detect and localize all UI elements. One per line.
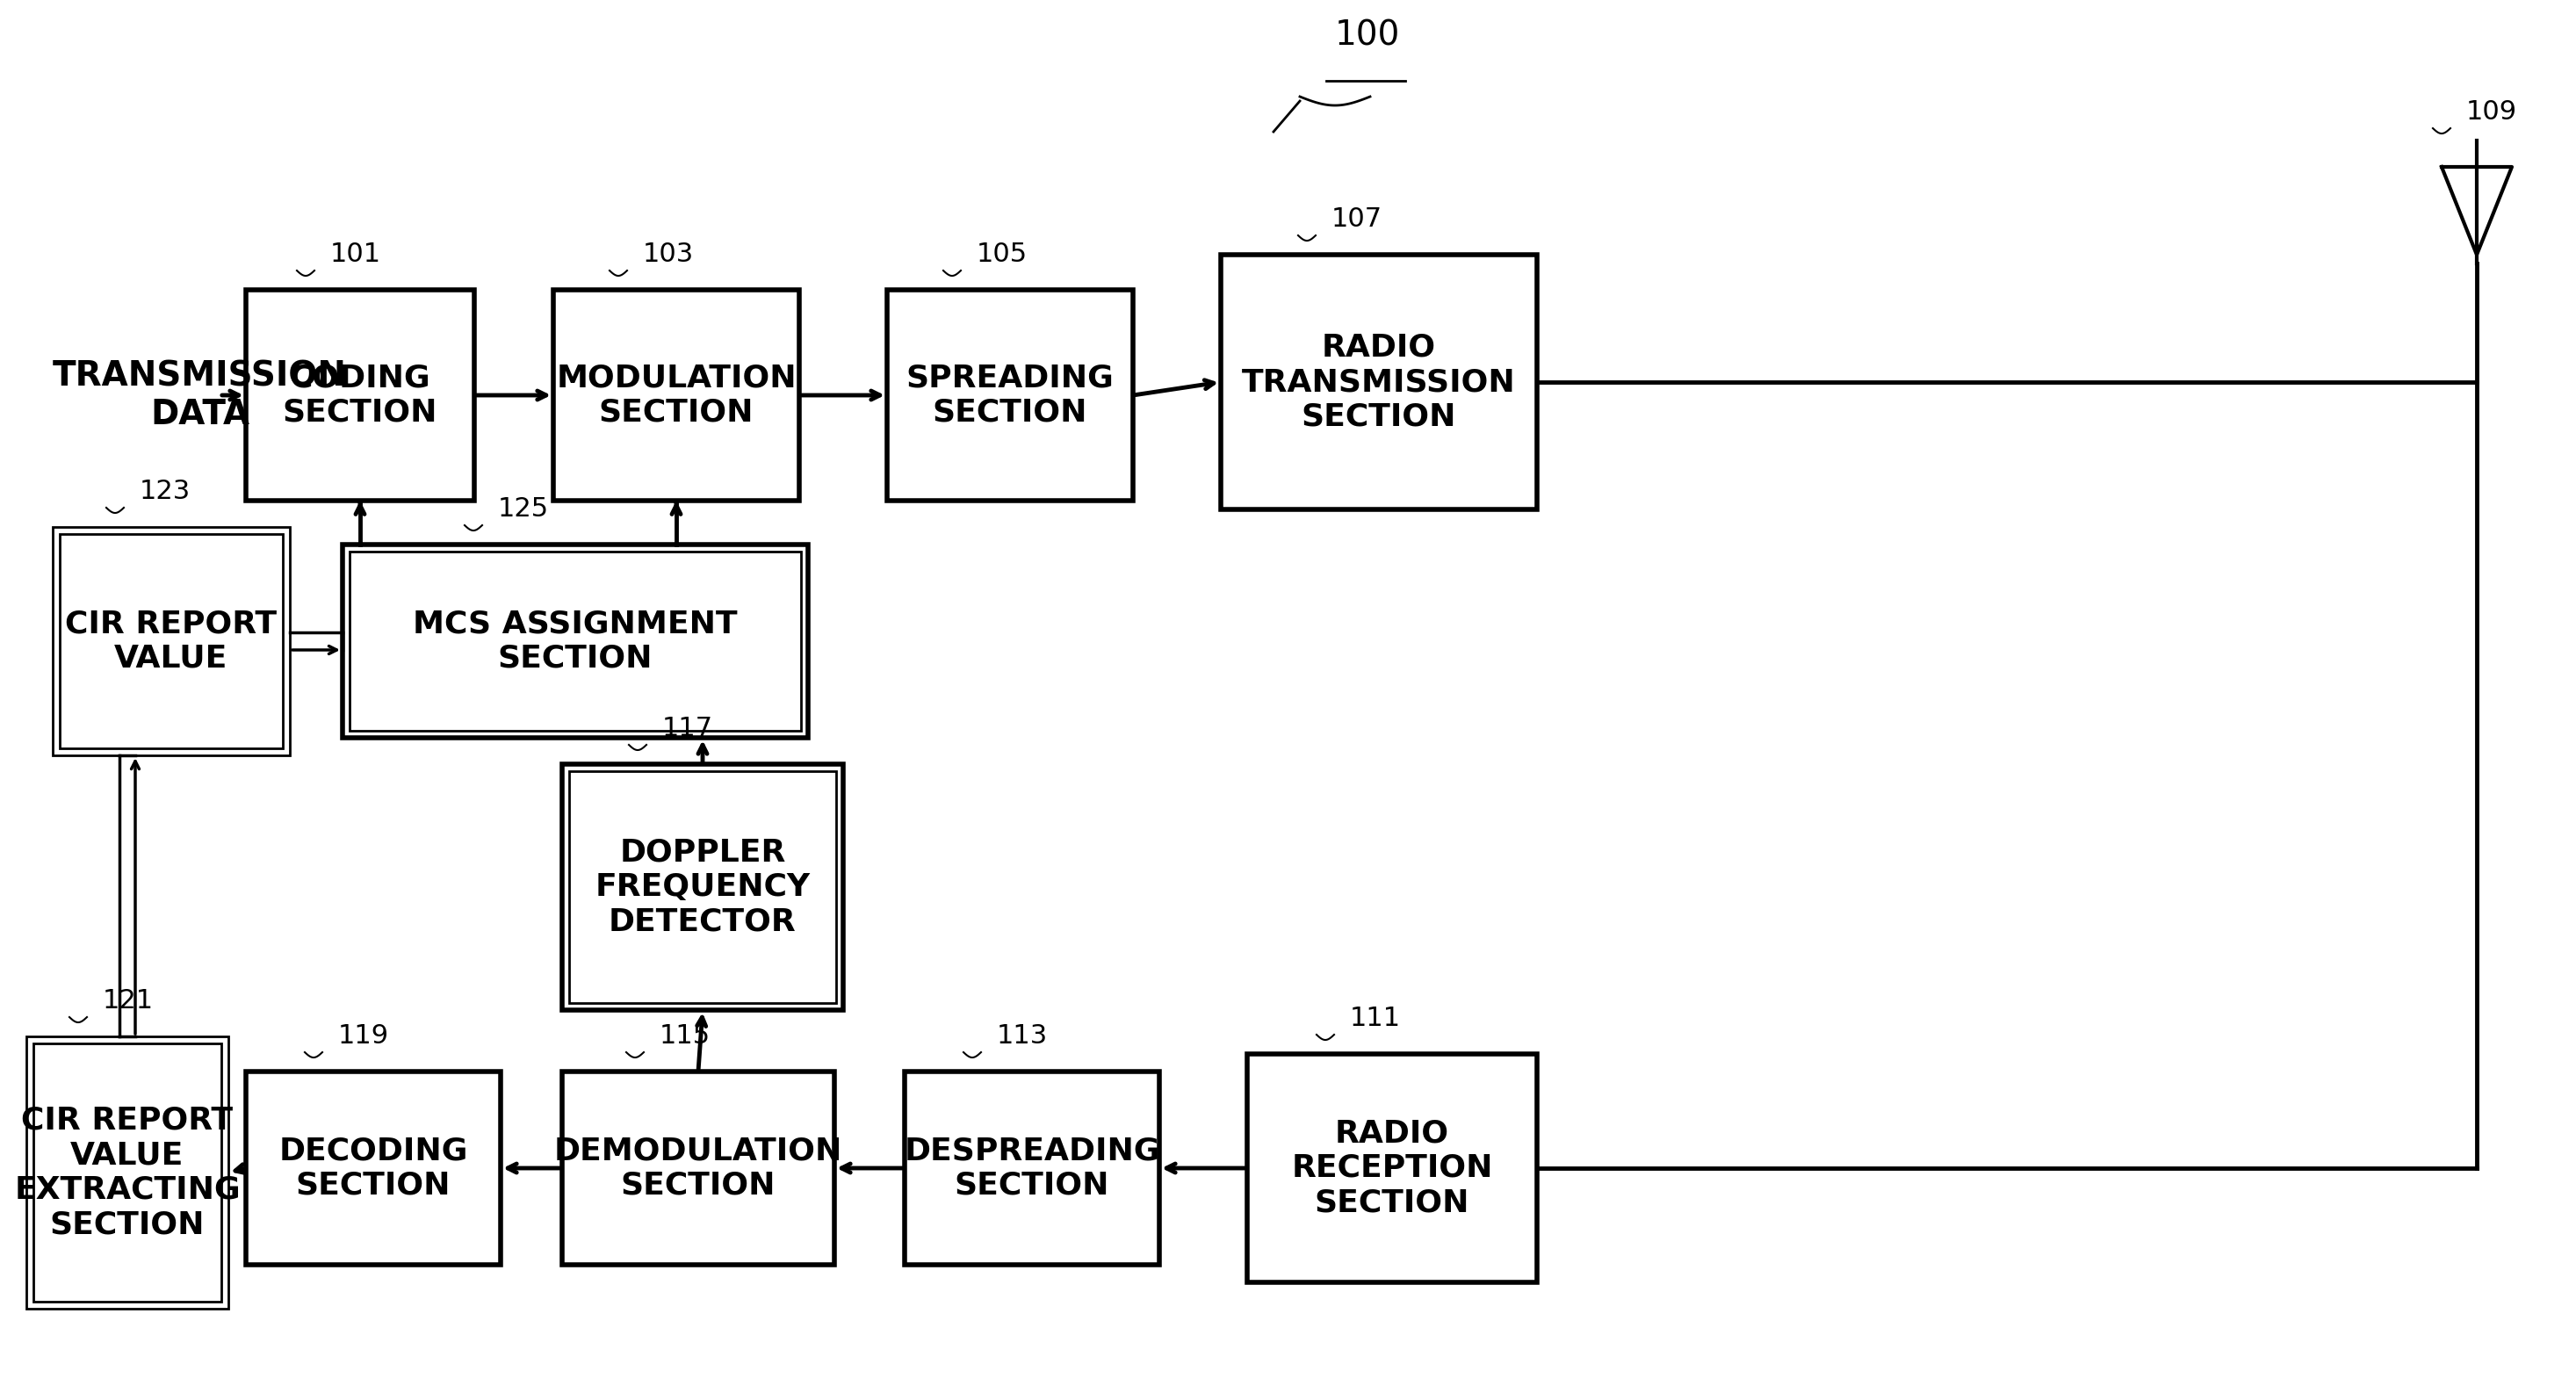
Bar xyxy=(562,765,842,1010)
Text: 103: 103 xyxy=(644,241,693,267)
Bar xyxy=(562,1071,835,1265)
Text: 109: 109 xyxy=(2465,99,2517,125)
Bar xyxy=(554,290,799,500)
Text: DECODING
SECTION: DECODING SECTION xyxy=(278,1135,469,1201)
Text: 115: 115 xyxy=(659,1024,711,1049)
Text: 101: 101 xyxy=(330,241,381,267)
Text: DEMODULATION
SECTION: DEMODULATION SECTION xyxy=(554,1135,842,1201)
Text: MODULATION
SECTION: MODULATION SECTION xyxy=(556,364,796,428)
Text: DESPREADING
SECTION: DESPREADING SECTION xyxy=(904,1135,1159,1201)
Bar xyxy=(1247,1055,1538,1283)
Bar xyxy=(569,772,837,1003)
Text: CODING
SECTION: CODING SECTION xyxy=(283,364,438,428)
Bar xyxy=(59,534,283,748)
Text: CIR REPORT
VALUE
EXTRACTING
SECTION: CIR REPORT VALUE EXTRACTING SECTION xyxy=(15,1106,240,1240)
Bar xyxy=(33,1043,222,1301)
Text: 121: 121 xyxy=(103,988,155,1014)
Bar xyxy=(343,545,809,738)
Text: 119: 119 xyxy=(337,1024,389,1049)
Text: TRANSMISSION
DATA: TRANSMISSION DATA xyxy=(52,359,348,432)
Text: MCS ASSIGNMENT
SECTION: MCS ASSIGNMENT SECTION xyxy=(412,609,737,673)
Text: 111: 111 xyxy=(1350,1006,1401,1031)
Bar xyxy=(245,1071,500,1265)
Text: 100: 100 xyxy=(1334,20,1401,53)
Text: DOPPLER
FREQUENCY
DETECTOR: DOPPLER FREQUENCY DETECTOR xyxy=(595,837,811,936)
Text: RADIO
RECEPTION
SECTION: RADIO RECEPTION SECTION xyxy=(1291,1119,1494,1217)
Text: RADIO
TRANSMISSION
SECTION: RADIO TRANSMISSION SECTION xyxy=(1242,333,1515,432)
Bar xyxy=(350,552,801,731)
Text: CIR REPORT
VALUE: CIR REPORT VALUE xyxy=(64,609,278,673)
Bar xyxy=(245,290,474,500)
Text: SPREADING
SECTION: SPREADING SECTION xyxy=(907,364,1113,428)
Text: 113: 113 xyxy=(997,1024,1048,1049)
Text: 105: 105 xyxy=(976,241,1028,267)
Bar xyxy=(26,1036,229,1308)
Text: 123: 123 xyxy=(139,479,191,504)
Text: 117: 117 xyxy=(662,716,714,741)
Text: 125: 125 xyxy=(497,496,549,522)
Text: 107: 107 xyxy=(1332,206,1383,231)
Bar xyxy=(886,290,1133,500)
Bar xyxy=(52,527,291,755)
Bar xyxy=(1221,255,1538,510)
Bar xyxy=(904,1071,1159,1265)
